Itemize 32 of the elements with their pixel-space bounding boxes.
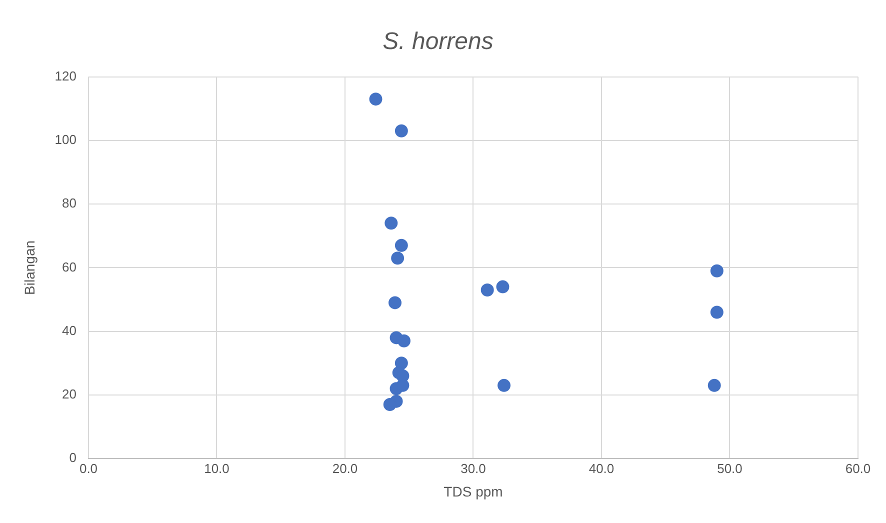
point (369, 92, 382, 106)
x-tick-label: 10.0 (204, 460, 230, 476)
point (496, 280, 510, 294)
point (394, 238, 408, 252)
y-tick-label: 20 (62, 386, 76, 402)
x-tick-label: 20.0 (332, 460, 358, 476)
chart-title: S. horrens (382, 28, 494, 56)
point (396, 378, 410, 392)
point (388, 296, 402, 310)
x-tick-label: 60.0 (845, 460, 871, 476)
y-axis-title: Bilangan (21, 240, 38, 295)
x-tick-label: 30.0 (460, 460, 486, 476)
point (391, 252, 404, 265)
y-tick-label: 120 (54, 68, 76, 84)
y-tick-label: 40 (62, 322, 76, 338)
point (383, 398, 396, 412)
point (480, 283, 494, 296)
point (708, 378, 721, 392)
x-tick-label: 0.0 (79, 460, 98, 476)
point (384, 216, 398, 230)
point (498, 378, 511, 392)
point (397, 334, 410, 348)
point (710, 264, 724, 278)
y-tick-label: 100 (54, 132, 76, 148)
y-tick-label: 80 (62, 196, 76, 211)
x-tick-label: 50.0 (717, 460, 742, 476)
x-tick-label: 40.0 (588, 460, 614, 476)
y-tick-label: 0 (69, 450, 76, 466)
point (710, 306, 724, 319)
y-tick-label: 60 (62, 259, 76, 274)
point (394, 124, 408, 138)
x-axis-title: TDS ppm (444, 483, 503, 500)
